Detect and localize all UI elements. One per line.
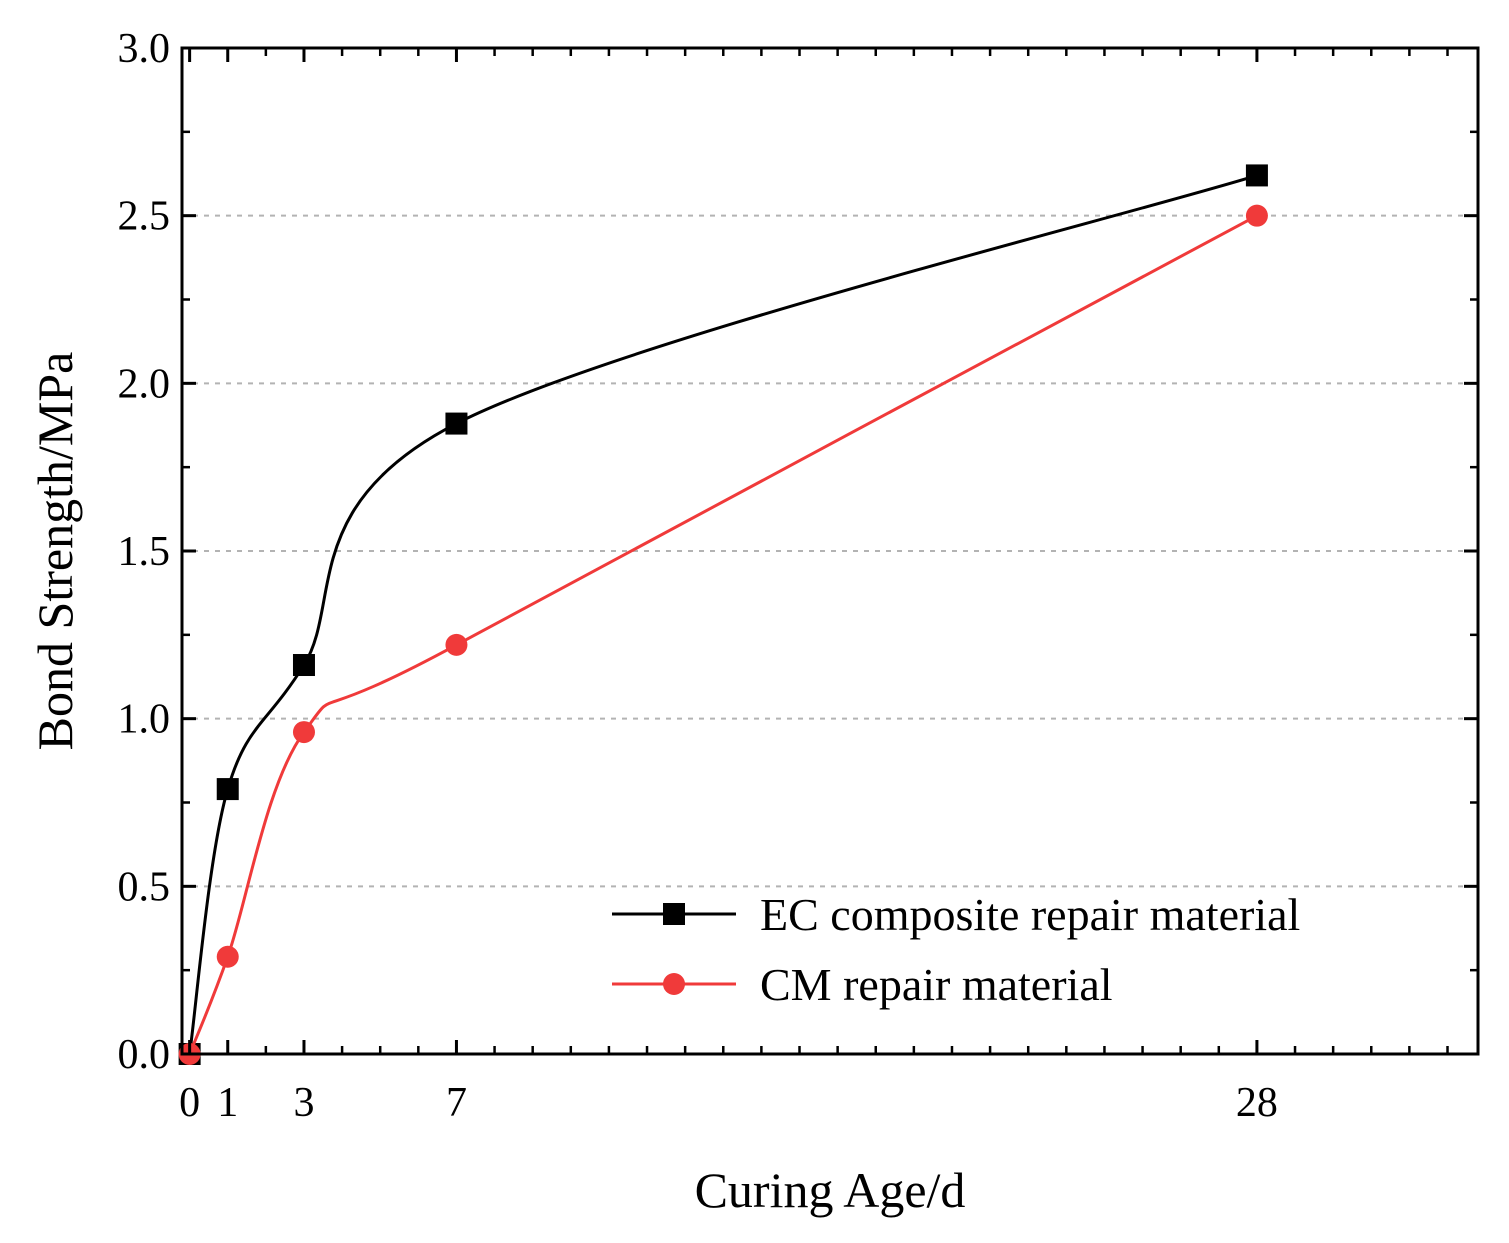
y-axis-title: Bond Strength/MPa [27, 352, 83, 751]
y-tick-label: 0.5 [118, 864, 171, 910]
x-tick-label: 0 [179, 1080, 200, 1126]
legend-label-ec: EC composite repair material [760, 889, 1300, 940]
legend-marker-ec [663, 903, 685, 925]
x-tick-label: 28 [1236, 1080, 1278, 1126]
series-line-ec [188, 173, 1258, 1055]
x-tick-label: 7 [446, 1080, 467, 1126]
series-layer [178, 164, 1268, 1065]
legend-label-cm: CM repair material [760, 959, 1113, 1010]
legend: EC composite repair material CM repair m… [612, 889, 1300, 1010]
data-point-ec [292, 654, 315, 677]
tick-layer [182, 46, 1478, 1056]
y-tick-label: 3.0 [118, 26, 171, 72]
data-point-cm [292, 721, 315, 744]
y-tick-label: 2.5 [118, 194, 171, 240]
y-tick-label: 2.0 [118, 361, 171, 407]
data-point-cm [216, 945, 239, 968]
x-tick-label: 1 [217, 1080, 238, 1126]
legend-marker-cm [663, 973, 685, 995]
x-tick-label: 3 [293, 1080, 314, 1126]
y-tick-label: 1.5 [118, 529, 171, 575]
data-point-ec [445, 412, 468, 435]
data-point-cm [445, 633, 468, 656]
x-axis-title: Curing Age/d [695, 1162, 966, 1218]
data-point-ec [216, 778, 239, 801]
label-layer: 0.0 0.5 1.0 1.5 2.0 2.5 3.0 0 1 3 7 28 [118, 26, 1278, 1126]
y-tick-label: 1.0 [118, 697, 171, 743]
grid-layer [182, 214, 1478, 888]
data-point-ec [1245, 164, 1268, 187]
data-point-cm [1245, 204, 1268, 227]
y-tick-label: 0.0 [118, 1032, 171, 1078]
